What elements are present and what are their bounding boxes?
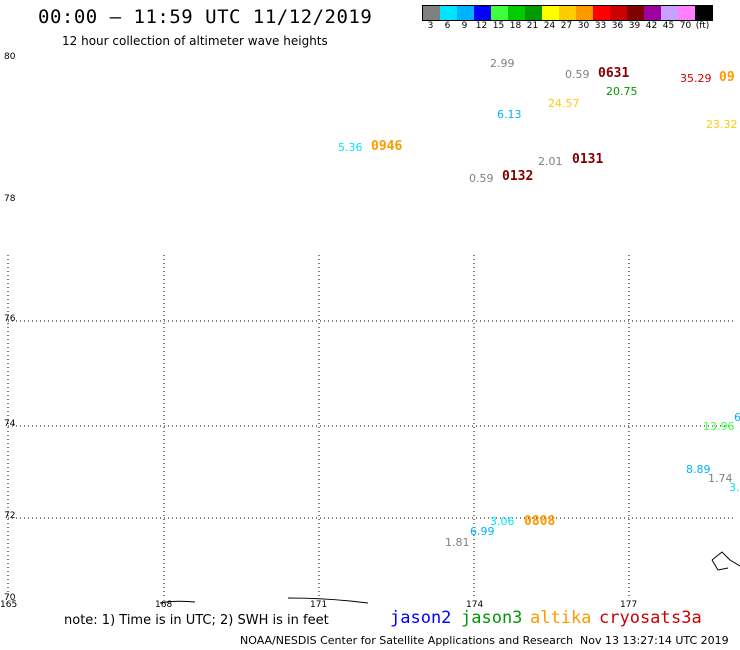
- pass-time-label: 0808: [524, 514, 556, 529]
- wave-height-value: 6.13: [497, 108, 522, 121]
- chart-subtitle: 12 hour collection of altimeter wave hei…: [62, 34, 328, 48]
- coastline-segment: [159, 600, 196, 604]
- coastline-segment: [287, 597, 369, 604]
- color-scale-label: 21: [526, 21, 539, 31]
- color-swatch: [474, 6, 491, 20]
- pass-time-label: 0131: [572, 152, 604, 167]
- pass-time-label: 09: [719, 70, 735, 85]
- satellite-legend-s3a: s3a: [671, 608, 702, 628]
- color-scale-label: 12: [475, 21, 488, 31]
- latitude-label: 78: [4, 194, 16, 204]
- wave-height-value: 24.57: [548, 97, 580, 110]
- color-scale-label: 24: [543, 21, 556, 31]
- color-swatch: [661, 6, 678, 20]
- pass-time-label: 0631: [598, 66, 630, 81]
- color-swatch: [593, 6, 610, 20]
- wave-height-value: 5.36: [338, 141, 363, 154]
- color-swatch: [423, 6, 440, 20]
- wave-height-value: 23.32: [706, 118, 738, 131]
- latitude-label: 72: [4, 511, 16, 521]
- color-scale-label: 6: [444, 21, 451, 31]
- longitude-label: 177: [620, 600, 638, 610]
- wave-height-value: 3.: [729, 481, 740, 494]
- footer-credit: NOAA/NESDIS Center for Satellite Applica…: [240, 634, 574, 647]
- chart-title: 00:00 – 11:59 UTC 11/12/2019: [38, 6, 373, 28]
- coastline-segment: [711, 551, 740, 571]
- color-swatch: [627, 6, 644, 20]
- wave-height-value: 6: [734, 411, 740, 424]
- wave-height-value: 8.89: [686, 463, 711, 476]
- pass-time-label: 0132: [502, 169, 534, 184]
- wave-height-value: 6.99: [470, 525, 495, 538]
- satellite-legend-altika: altika: [530, 608, 592, 628]
- color-swatch: [644, 6, 661, 20]
- map-grid: [7, 255, 734, 598]
- color-swatch: [678, 6, 695, 20]
- color-scale-label: 18: [509, 21, 522, 31]
- color-swatch: [559, 6, 576, 20]
- satellite-legend-jason3: jason3: [461, 608, 523, 628]
- wave-height-value: 0.59: [565, 68, 590, 81]
- color-scale-label: 70: [679, 21, 692, 31]
- color-swatch: [508, 6, 525, 20]
- latitude-label: 74: [4, 419, 16, 429]
- latitude-label: 76: [4, 314, 16, 324]
- color-scale-bar: [422, 5, 713, 21]
- longitude-label: 168: [155, 600, 173, 610]
- footer-timestamp: Nov 13 13:27:14 UTC 2019: [580, 634, 729, 647]
- wave-height-value: 2.99: [490, 57, 515, 70]
- color-swatch: [610, 6, 627, 20]
- wave-height-value: 2.01: [538, 155, 563, 168]
- satellite-legend-cryosat: cryosat: [599, 608, 671, 628]
- wave-height-value: 20.75: [606, 85, 638, 98]
- color-swatch: [542, 6, 559, 20]
- wave-height-value: 1.74: [708, 472, 733, 485]
- color-scale-label: 30: [577, 21, 590, 31]
- longitude-label: 171: [310, 600, 328, 610]
- color-swatch: [440, 6, 457, 20]
- color-scale-label: 3: [427, 21, 434, 31]
- wave-height-value: 1.81: [445, 536, 470, 549]
- longitude-label: 165: [0, 600, 18, 610]
- longitude-label: 174: [466, 600, 484, 610]
- coastline: [159, 551, 740, 604]
- latitude-label: 70: [4, 593, 16, 603]
- wave-height-value: 35.29: [680, 72, 712, 85]
- color-scale-label: 39: [628, 21, 641, 31]
- color-swatch: [695, 6, 712, 20]
- color-scale-label: 15: [492, 21, 505, 31]
- wave-height-value: 13.96: [703, 420, 735, 433]
- color-scale-label: 27: [560, 21, 573, 31]
- color-scale-label: 9: [461, 21, 468, 31]
- color-swatch: [491, 6, 508, 20]
- color-scale-label: 42: [645, 21, 658, 31]
- color-scale-label: 33: [594, 21, 607, 31]
- footer-note: note: 1) Time is in UTC; 2) SWH is in fe…: [64, 613, 329, 628]
- wave-height-value: 0.59: [469, 172, 494, 185]
- color-scale-label: 36: [611, 21, 624, 31]
- color-swatch: [525, 6, 542, 20]
- color-swatch: [457, 6, 474, 20]
- latitude-label: 80: [4, 52, 16, 62]
- satellite-legend-jason2: jason2: [390, 608, 452, 628]
- pass-time-label: 0946: [371, 139, 403, 154]
- color-swatch: [576, 6, 593, 20]
- color-scale-labels: 3 6 9 12 15 18 21 24 27 30 33 36 39 42 45 70 (ft): [422, 21, 711, 31]
- wave-height-value: 3.06: [490, 515, 515, 528]
- color-scale-label: 45: [662, 21, 675, 31]
- color-scale-label: (ft): [695, 21, 710, 31]
